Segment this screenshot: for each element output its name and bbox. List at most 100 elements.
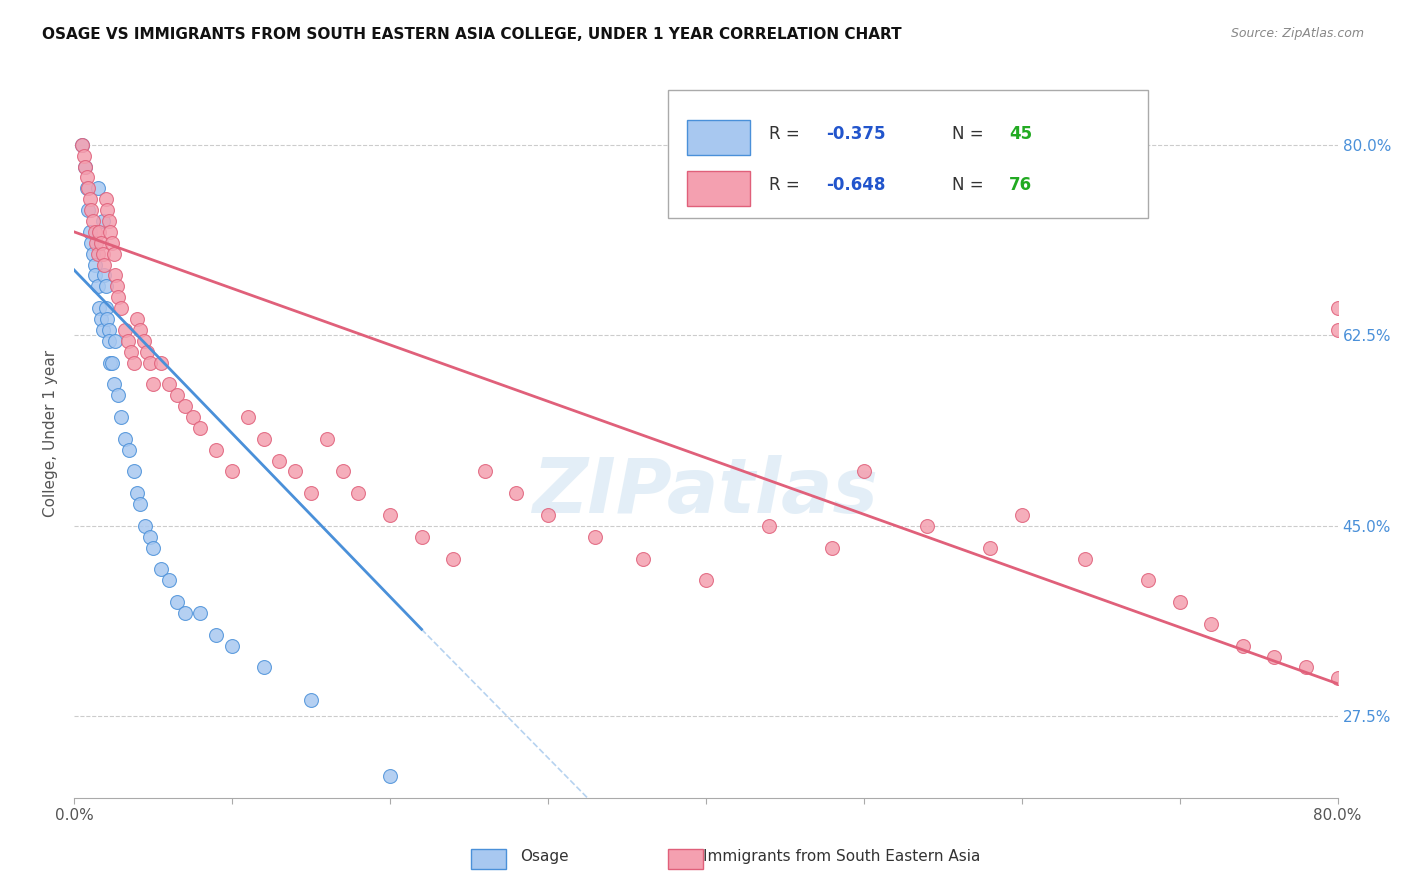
Point bbox=[89, 301, 111, 315]
Point bbox=[75, 160, 97, 174]
Point bbox=[205, 628, 228, 642]
Point bbox=[695, 574, 717, 588]
Text: OSAGE VS IMMIGRANTS FROM SOUTH EASTERN ASIA COLLEGE, UNDER 1 YEAR CORRELATION CH: OSAGE VS IMMIGRANTS FROM SOUTH EASTERN A… bbox=[42, 27, 901, 42]
Point bbox=[166, 595, 188, 609]
Point bbox=[83, 258, 105, 272]
Text: Osage: Osage bbox=[520, 849, 569, 863]
Text: 76: 76 bbox=[1010, 177, 1032, 194]
Point bbox=[82, 246, 104, 260]
Point bbox=[127, 486, 149, 500]
Point bbox=[284, 464, 307, 478]
Point bbox=[1232, 639, 1254, 653]
Point bbox=[97, 214, 120, 228]
Text: Source: ZipAtlas.com: Source: ZipAtlas.com bbox=[1230, 27, 1364, 40]
Point bbox=[269, 453, 291, 467]
Point bbox=[299, 693, 322, 707]
Point bbox=[94, 301, 117, 315]
Point bbox=[100, 225, 122, 239]
Point bbox=[1326, 671, 1348, 685]
Text: N =: N = bbox=[952, 177, 990, 194]
Point bbox=[103, 246, 125, 260]
Point bbox=[97, 323, 120, 337]
Point bbox=[83, 225, 105, 239]
Text: -0.375: -0.375 bbox=[825, 125, 886, 144]
Point bbox=[104, 268, 127, 283]
Point bbox=[821, 541, 844, 555]
Point bbox=[105, 279, 128, 293]
Y-axis label: College, Under 1 year: College, Under 1 year bbox=[44, 350, 58, 516]
Point bbox=[101, 235, 124, 250]
Point bbox=[221, 464, 243, 478]
Point bbox=[631, 551, 654, 566]
Point bbox=[474, 464, 496, 478]
Point bbox=[537, 508, 560, 522]
Point bbox=[93, 268, 115, 283]
Point bbox=[1326, 301, 1348, 315]
Point bbox=[97, 334, 120, 348]
Point bbox=[1168, 595, 1191, 609]
Point bbox=[181, 409, 204, 424]
Point bbox=[114, 432, 136, 446]
Point bbox=[83, 268, 105, 283]
Point bbox=[1074, 551, 1097, 566]
Point bbox=[90, 235, 112, 250]
FancyBboxPatch shape bbox=[688, 170, 749, 206]
Point bbox=[142, 377, 165, 392]
Point bbox=[120, 344, 142, 359]
FancyBboxPatch shape bbox=[668, 90, 1149, 218]
Point bbox=[79, 225, 101, 239]
Text: R =: R = bbox=[769, 177, 806, 194]
Point bbox=[915, 519, 938, 533]
Point bbox=[1295, 660, 1317, 674]
Point bbox=[76, 181, 98, 195]
Point bbox=[101, 355, 124, 369]
Point bbox=[96, 203, 118, 218]
Point bbox=[82, 214, 104, 228]
Point bbox=[110, 301, 132, 315]
Point bbox=[299, 486, 322, 500]
Point bbox=[129, 497, 152, 511]
Point bbox=[91, 323, 114, 337]
Point bbox=[166, 388, 188, 402]
Text: R =: R = bbox=[769, 125, 806, 144]
Text: 45: 45 bbox=[1010, 125, 1032, 144]
Point bbox=[190, 606, 212, 620]
Point bbox=[852, 464, 875, 478]
Point bbox=[93, 258, 115, 272]
Point bbox=[332, 464, 354, 478]
Point bbox=[236, 409, 259, 424]
Point bbox=[441, 551, 464, 566]
Point bbox=[70, 137, 93, 152]
Point bbox=[75, 160, 97, 174]
Point bbox=[77, 203, 100, 218]
Point bbox=[107, 388, 129, 402]
Point bbox=[91, 214, 114, 228]
Point bbox=[87, 181, 110, 195]
Point bbox=[149, 562, 172, 576]
Point bbox=[114, 323, 136, 337]
Point bbox=[91, 246, 114, 260]
Point bbox=[173, 399, 195, 413]
Point bbox=[1263, 649, 1285, 664]
Point bbox=[94, 192, 117, 206]
Point bbox=[132, 334, 155, 348]
Point bbox=[378, 769, 401, 783]
Point bbox=[70, 137, 93, 152]
Point bbox=[72, 148, 94, 162]
Point bbox=[505, 486, 527, 500]
Point bbox=[134, 519, 156, 533]
Point bbox=[173, 606, 195, 620]
Point bbox=[122, 355, 145, 369]
Point bbox=[118, 442, 141, 457]
Point bbox=[84, 235, 107, 250]
Point bbox=[107, 290, 129, 304]
Point bbox=[221, 639, 243, 653]
Text: ZIPatlas: ZIPatlas bbox=[533, 455, 879, 529]
Point bbox=[104, 334, 127, 348]
Point bbox=[583, 530, 606, 544]
Point bbox=[411, 530, 433, 544]
Point bbox=[87, 279, 110, 293]
Point bbox=[129, 323, 152, 337]
Point bbox=[1326, 323, 1348, 337]
Point bbox=[80, 235, 103, 250]
